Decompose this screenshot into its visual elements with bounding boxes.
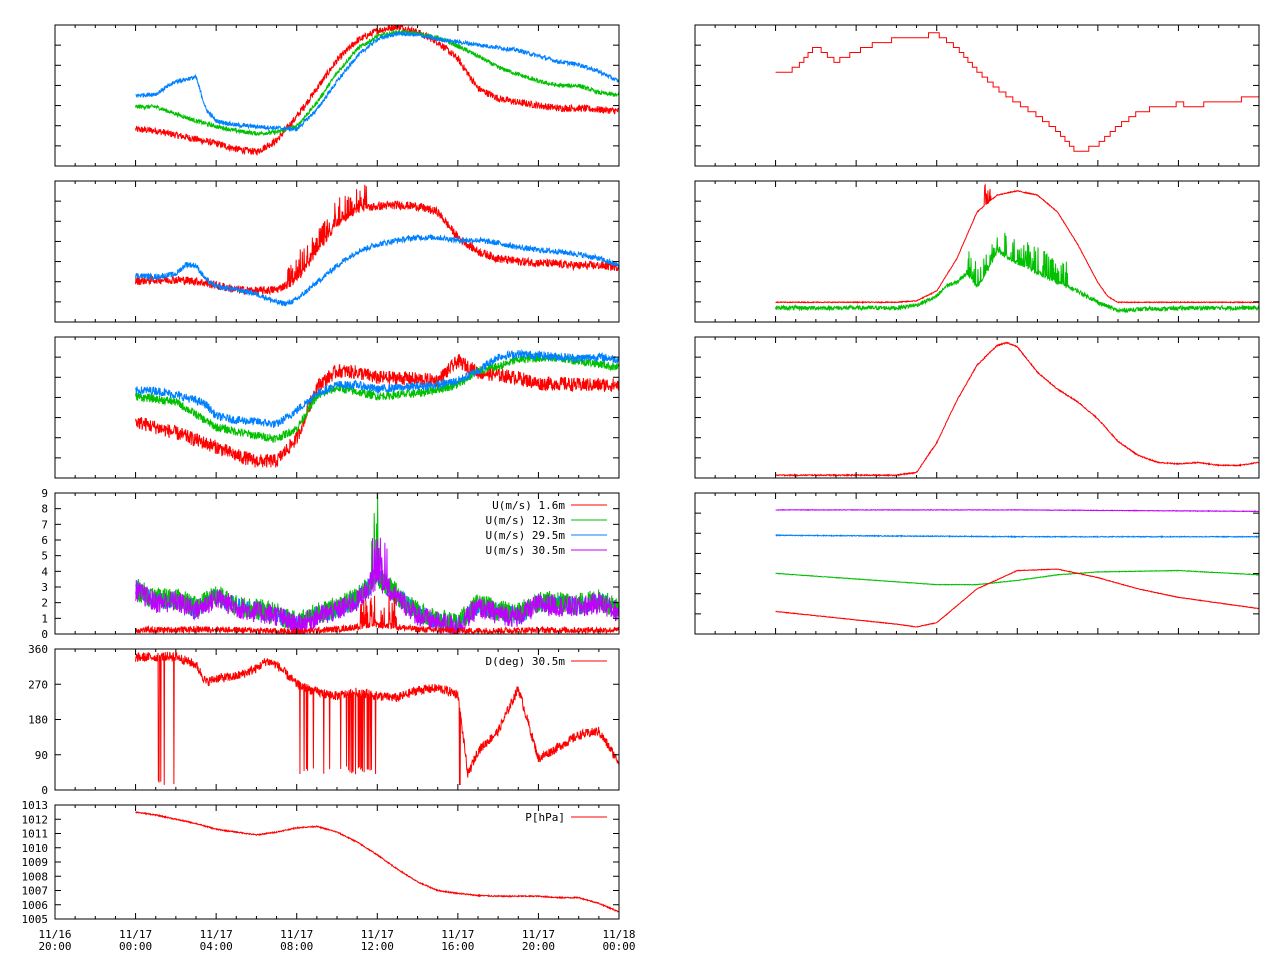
x-tick-label-time: 12:00	[361, 940, 394, 953]
pressure-panel-ytick-label: 1013	[22, 799, 49, 812]
wind-speed-panel-legend-label: U(m/s) 29.5m	[486, 529, 566, 542]
x-tick-label-time: 20:00	[38, 940, 71, 953]
wind-direction-panel-ytick-label: 0	[41, 784, 48, 797]
wind-speed-panel-ytick-label: 8	[41, 503, 48, 516]
x-tick-label-time: 16:00	[441, 940, 474, 953]
pressure-panel-ytick-label: 1010	[22, 842, 49, 855]
pressure-panel-ytick-label: 1011	[22, 828, 49, 841]
wind-speed-panel-series-2-line	[135, 537, 619, 634]
wind-speed-panel-ytick-label: 1	[41, 612, 48, 625]
wind-speed-panel-ytick-label: 7	[41, 518, 48, 531]
wind-direction-panel-ytick-label: 360	[28, 643, 48, 656]
wind-direction-panel-ytick-label: 90	[35, 749, 48, 762]
x-tick-label-date: 11/17	[441, 928, 474, 941]
x-tick-label-date: 11/17	[522, 928, 555, 941]
wind-speed-panel-ytick-label: 2	[41, 597, 48, 610]
right-panel-3-frame	[694, 336, 1260, 479]
humidity-panel	[54, 180, 620, 323]
right-panel-3	[694, 336, 1260, 479]
temp-panel-series-2-line	[135, 30, 619, 133]
x-tick-label-time: 20:00	[522, 940, 555, 953]
x-tick-label-date: 11/17	[280, 928, 313, 941]
x-tick-label-time: 00:00	[119, 940, 152, 953]
x-tick-label-time: 04:00	[200, 940, 233, 953]
x-tick-label-time: 08:00	[280, 940, 313, 953]
right-panel-4	[694, 492, 1260, 635]
right-panel-2-series-0-line	[775, 183, 1259, 304]
humidity-panel-series-0-line	[135, 184, 619, 296]
right-panel-2-frame	[694, 180, 1260, 323]
wind-speed-panel-ytick-label: 4	[41, 565, 48, 578]
pressure-panel-ytick-label: 1009	[22, 856, 49, 869]
x-tick-label-date: 11/17	[361, 928, 394, 941]
pressure-panel-ytick-label: 1008	[22, 870, 49, 883]
pressure-panel-ytick-label: 1007	[22, 885, 49, 898]
theta-panel-series-2-line	[135, 348, 619, 428]
x-tick-label-date: 11/17	[200, 928, 233, 941]
theta-panel-series-1-line	[135, 353, 619, 443]
wind-direction-panel-ytick-label: 270	[28, 678, 48, 691]
wind-direction-panel-frame	[54, 648, 620, 791]
wind-speed-panel-ytick-label: 9	[41, 487, 48, 500]
wind-speed-panel-ytick-label: 6	[41, 534, 48, 547]
x-tick-label-time: 00:00	[602, 940, 635, 953]
wind-speed-panel-legend-label: U(m/s) 1.6m	[492, 499, 565, 512]
right-panel-4-frame	[694, 492, 1260, 635]
right-panel-1-frame	[694, 24, 1260, 167]
humidity-panel-series-1-line	[135, 233, 619, 307]
right-panel-1-series-0-line	[775, 32, 1259, 152]
pressure-panel-series-0-line	[135, 810, 619, 913]
pressure-panel-legend-label: P[hPa]	[525, 811, 565, 824]
right-panel-3-series-0-line	[775, 341, 1259, 478]
temp-panel	[54, 24, 620, 167]
theta-panel-series-0-line	[135, 354, 619, 468]
x-tick-label-date: 11/18	[602, 928, 635, 941]
wind-speed-panel-ytick-label: 0	[41, 628, 48, 641]
wind-direction-panel-ytick-label: 180	[28, 714, 48, 727]
right-panel-1	[694, 24, 1260, 167]
humidity-panel-frame	[54, 180, 620, 323]
pressure-panel-ytick-label: 1005	[22, 913, 49, 926]
right-panel-4-series-3-line	[775, 568, 1259, 628]
x-tick-label-date: 11/16	[38, 928, 71, 941]
wind-speed-panel-legend-label: U(m/s) 12.3m	[486, 514, 566, 527]
theta-panel	[54, 336, 620, 479]
wind-speed-panel: 0 1 2 3 4 5 6 7 8 9 U(m/s) 1.6m U(m/s) 12.3m U(m/s) …	[41, 487, 620, 641]
right-panel-4-series-0-line	[775, 508, 1259, 513]
temp-panel-series-0-line	[135, 25, 619, 156]
wind-speed-panel-ytick-label: 3	[41, 581, 48, 594]
wind-speed-panel-ytick-label: 5	[41, 550, 48, 563]
temp-panel-series-1-line	[135, 29, 619, 137]
wind-direction-panel-series-0-line	[135, 651, 619, 786]
pressure-panel-ytick-label: 1006	[22, 899, 49, 912]
right-panel-4-series-2-line	[775, 569, 1259, 586]
right-panel-2-series-1-line	[775, 232, 1259, 314]
wind-direction-panel-legend-label: D(deg) 30.5m	[486, 655, 566, 668]
wind-speed-panel-legend-label: U(m/s) 30.5m	[486, 544, 566, 557]
wind-direction-panel: 0 90 180 270 360 D(deg) 30.5m	[28, 643, 620, 797]
right-panel-2	[694, 180, 1260, 323]
pressure-panel-ytick-label: 1012	[22, 813, 49, 826]
right-panel-4-series-1-line	[775, 533, 1259, 539]
x-tick-label-date: 11/17	[119, 928, 152, 941]
